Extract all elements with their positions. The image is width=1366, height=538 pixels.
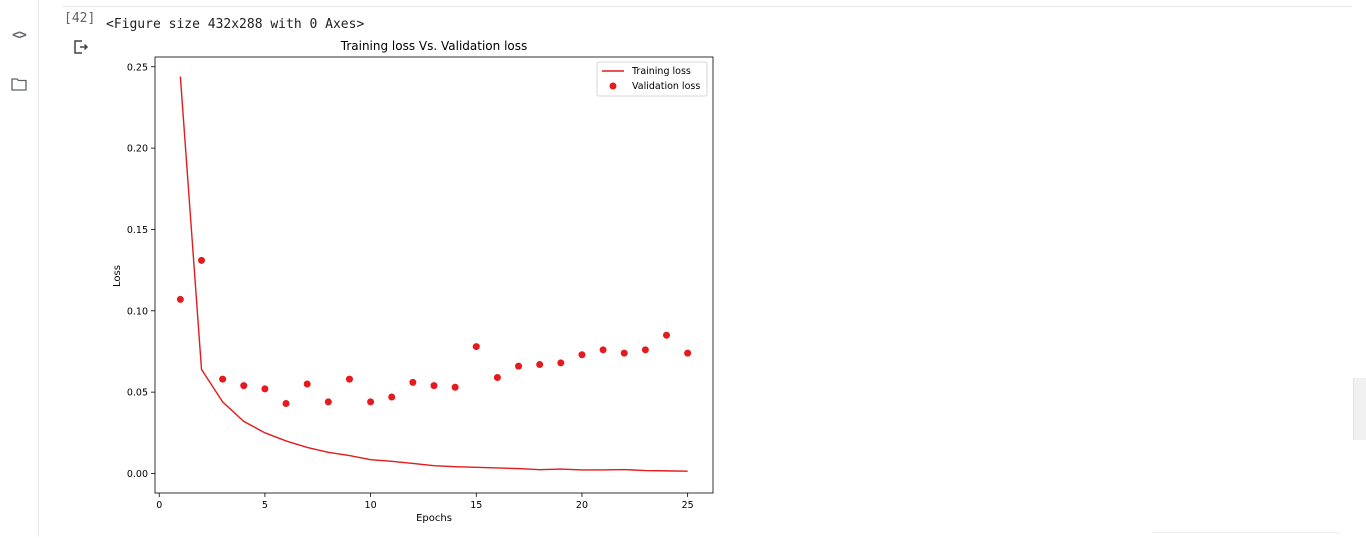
validation-loss-point [303, 380, 311, 388]
validation-loss-point [578, 351, 586, 359]
validation-loss-point [430, 382, 438, 390]
x-tick-label: 10 [365, 500, 377, 511]
validation-loss-point [620, 349, 628, 357]
chart-legend: Training loss Validation loss [596, 61, 708, 97]
training-loss-line [179, 76, 688, 472]
x-tick-label: 15 [470, 500, 482, 511]
execution-count: [42] [64, 11, 96, 26]
x-axis-label: Epochs [416, 513, 452, 524]
validation-loss-point [472, 343, 480, 351]
y-tick-label: 0.10 [127, 306, 148, 317]
validation-loss-point [684, 349, 692, 357]
y-axis-label: Loss [112, 265, 123, 287]
legend-box [596, 61, 708, 97]
validation-loss-point [282, 400, 290, 408]
y-tick-label: 0.15 [127, 225, 148, 236]
validation-loss-point [515, 362, 523, 370]
validation-loss-point [409, 378, 417, 386]
scrollbar-thumb[interactable] [1353, 378, 1366, 440]
legend-dot-swatch [609, 82, 617, 90]
validation-loss-point [557, 359, 565, 367]
y-tick-label: 0.25 [127, 62, 148, 73]
x-tick-label: 0 [156, 500, 162, 511]
figure-size-output: <Figure size 432x288 with 0 Axes> [106, 17, 365, 32]
x-tick-label: 20 [576, 500, 588, 511]
cell-top-divider [62, 6, 1352, 7]
validation-loss-point [367, 398, 375, 406]
validation-loss-point [176, 295, 184, 303]
validation-loss-point [324, 398, 332, 406]
x-tick-label: 5 [262, 500, 268, 511]
validation-loss-point [198, 256, 205, 264]
validation-loss-point [493, 373, 501, 381]
validation-loss-point [536, 360, 544, 368]
validation-loss-point [663, 331, 670, 339]
plot-frame [154, 56, 714, 494]
x-tick-label: 25 [682, 500, 694, 511]
code-icon[interactable]: <> [12, 28, 27, 43]
left-sidebar: <> [0, 0, 39, 537]
y-tick-label: 0.00 [127, 469, 148, 480]
y-tick-label: 0.05 [127, 388, 148, 399]
validation-loss-point [451, 383, 459, 391]
folder-icon[interactable] [0, 76, 38, 95]
output-menu-icon[interactable] [72, 38, 90, 56]
legend-label-validation: Validation loss [632, 81, 700, 92]
chart-title: Training loss Vs. Validation loss [340, 39, 528, 53]
y-tick-label: 0.20 [127, 144, 148, 155]
validation-loss-point [388, 393, 396, 401]
validation-loss-point [641, 346, 649, 354]
validation-loss-point [261, 385, 269, 393]
bottom-panel-edge [1152, 532, 1340, 538]
validation-loss-point [345, 375, 353, 383]
validation-loss-point [240, 382, 248, 390]
legend-label-training: Training loss [631, 66, 691, 77]
validation-loss-point [219, 375, 227, 383]
validation-loss-point [599, 346, 607, 354]
